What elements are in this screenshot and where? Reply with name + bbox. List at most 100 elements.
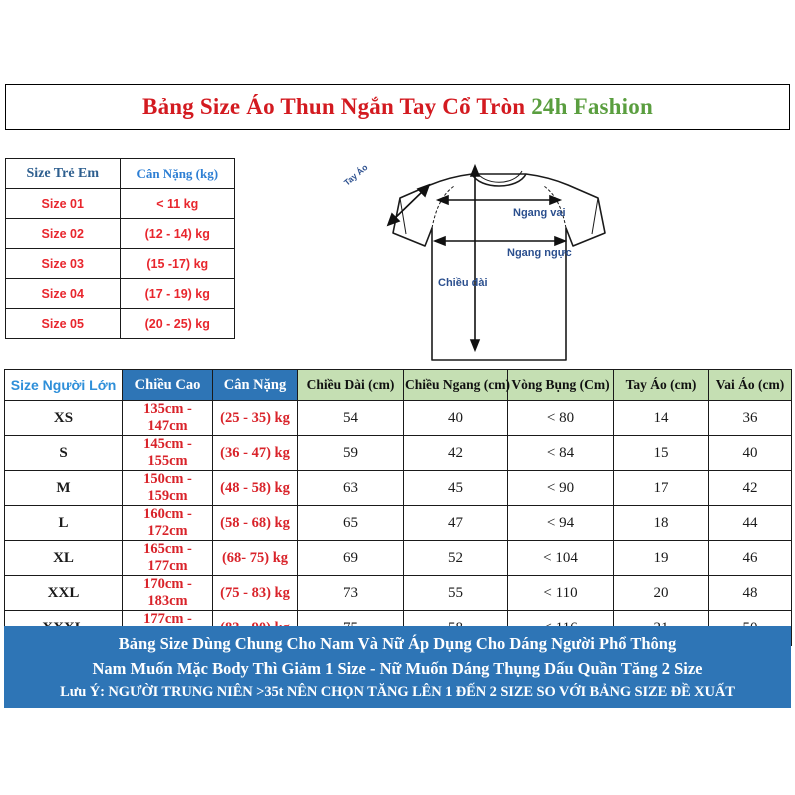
title-brand-text: 24h Fashion — [531, 94, 653, 119]
adult-sleeve-value: 19 — [613, 540, 709, 576]
adult-sleeve-value: 20 — [613, 575, 709, 611]
kids-size-value: Size 01 — [5, 188, 121, 219]
adult-belly-value: < 84 — [507, 435, 614, 471]
adult-shoulder-value: 48 — [708, 575, 792, 611]
adult-width-value: 47 — [403, 505, 508, 541]
adult-shoulder-value: 40 — [708, 435, 792, 471]
table-row: Size 05 (20 - 25) kg — [5, 308, 235, 339]
tshirt-icon: Tay Áo Ngang vai Ngang ngực Chiều dài — [342, 162, 606, 361]
adult-sleeve-value: 15 — [613, 435, 709, 471]
kids-weight-value: (20 - 25) kg — [119, 308, 235, 339]
adult-width-value: 42 — [403, 435, 508, 471]
adult-table-header: Size Người Lớn Chiều Cao Cân Nặng Chiều … — [4, 369, 792, 401]
adult-shoulder-value: 42 — [708, 470, 792, 506]
adult-header-size: Size Người Lớn — [4, 369, 123, 401]
adult-weight-value: (36 - 47) kg — [212, 435, 298, 471]
footer-note-banner: Bảng Size Dùng Chung Cho Nam Và Nữ Áp Dụ… — [4, 626, 791, 708]
table-row: Size 03 (15 -17) kg — [5, 248, 235, 279]
kids-size-table: Size Trẻ Em Cân Nặng (kg) Size 01 < 11 k… — [5, 158, 235, 339]
adult-header-shoulder: Vai Áo (cm) — [708, 369, 792, 401]
adult-height-value: 165cm - 177cm — [122, 540, 213, 576]
kids-size-value: Size 02 — [5, 218, 121, 249]
adult-header-height: Chiều Cao — [122, 369, 213, 401]
kids-weight-value: < 11 kg — [119, 188, 235, 219]
adult-sleeve-value: 17 — [613, 470, 709, 506]
adult-width-value: 55 — [403, 575, 508, 611]
footer-line-2: Nam Muốn Mặc Body Thì Giảm 1 Size - Nữ M… — [92, 658, 703, 678]
adult-weight-value: (75 - 83) kg — [212, 575, 298, 611]
diagram-label-sleeve: Tay Áo — [342, 162, 370, 187]
adult-size-value: XL — [4, 540, 123, 576]
diagram-label-shoulder: Ngang vai — [513, 207, 566, 219]
tshirt-measurement-diagram: Tay Áo Ngang vai Ngang ngực Chiều dài — [330, 138, 670, 363]
adult-length-value: 59 — [297, 435, 404, 471]
table-row: Size 02 (12 - 14) kg — [5, 218, 235, 249]
adult-weight-value: (48 - 58) kg — [212, 470, 298, 506]
adult-size-table: Size Người Lớn Chiều Cao Cân Nặng Chiều … — [4, 369, 792, 646]
kids-size-value: Size 05 — [5, 308, 121, 339]
adult-size-value: XS — [4, 400, 123, 436]
adult-length-value: 73 — [297, 575, 404, 611]
adult-length-value: 63 — [297, 470, 404, 506]
adult-width-value: 40 — [403, 400, 508, 436]
kids-header-weight: Cân Nặng (kg) — [119, 158, 235, 189]
adult-header-belly: Vòng Bụng (Cm) — [507, 369, 614, 401]
kids-table-header-row: Size Trẻ Em Cân Nặng (kg) — [5, 158, 235, 189]
table-row: L 160cm - 172cm (58 - 68) kg 65 47 < 94 … — [4, 505, 792, 541]
adult-shoulder-value: 44 — [708, 505, 792, 541]
adult-belly-value: < 104 — [507, 540, 614, 576]
table-row: Size 04 (17 - 19) kg — [5, 278, 235, 309]
adult-height-value: 150cm - 159cm — [122, 470, 213, 506]
page-title: Bảng Size Áo Thun Ngắn Tay Cổ Tròn 24h F… — [142, 94, 653, 120]
adult-weight-value: (68- 75) kg — [212, 540, 298, 576]
adult-table-body: XS 135cm - 147cm (25 - 35) kg 54 40 < 80… — [4, 400, 792, 646]
kids-weight-value: (12 - 14) kg — [119, 218, 235, 249]
table-row: Size 01 < 11 kg — [5, 188, 235, 219]
kids-size-value: Size 03 — [5, 248, 121, 279]
title-main-text: Bảng Size Áo Thun Ngắn Tay Cổ Tròn — [142, 94, 526, 119]
adult-shoulder-value: 46 — [708, 540, 792, 576]
footer-line-3: Lưu Ý: NGƯỜI TRUNG NIÊN >35t NÊN CHỌN TĂ… — [60, 684, 735, 701]
adult-width-value: 52 — [403, 540, 508, 576]
kids-size-value: Size 04 — [5, 278, 121, 309]
kids-table-body: Size Trẻ Em Cân Nặng (kg) Size 01 < 11 k… — [5, 158, 235, 339]
kids-weight-value: (15 -17) kg — [119, 248, 235, 279]
adult-height-value: 170cm - 183cm — [122, 575, 213, 611]
table-row: S 145cm - 155cm (36 - 47) kg 59 42 < 84 … — [4, 435, 792, 471]
adult-length-value: 69 — [297, 540, 404, 576]
kids-weight-value: (17 - 19) kg — [119, 278, 235, 309]
table-row: XXL 170cm - 183cm (75 - 83) kg 73 55 < 1… — [4, 575, 792, 611]
adult-size-value: M — [4, 470, 123, 506]
adult-sleeve-value: 14 — [613, 400, 709, 436]
adult-weight-value: (58 - 68) kg — [212, 505, 298, 541]
adult-length-value: 54 — [297, 400, 404, 436]
adult-header-weight: Cân Nặng — [212, 369, 298, 401]
adult-belly-value: < 90 — [507, 470, 614, 506]
table-row: XL 165cm - 177cm (68- 75) kg 69 52 < 104… — [4, 540, 792, 576]
adult-header-width: Chiều Ngang (cm) — [403, 369, 510, 401]
title-banner: Bảng Size Áo Thun Ngắn Tay Cổ Tròn 24h F… — [5, 84, 790, 130]
adult-size-value: S — [4, 435, 123, 471]
adult-header-sleeve: Tay Áo (cm) — [613, 369, 709, 401]
table-row: M 150cm - 159cm (48 - 58) kg 63 45 < 90 … — [4, 470, 792, 506]
adult-width-value: 45 — [403, 470, 508, 506]
adult-height-value: 135cm - 147cm — [122, 400, 213, 436]
table-row: XS 135cm - 147cm (25 - 35) kg 54 40 < 80… — [4, 400, 792, 436]
adult-size-value: L — [4, 505, 123, 541]
adult-belly-value: < 94 — [507, 505, 614, 541]
adult-height-value: 145cm - 155cm — [122, 435, 213, 471]
adult-table-header-row: Size Người Lớn Chiều Cao Cân Nặng Chiều … — [4, 369, 792, 401]
diagram-label-length: Chiều dài — [438, 277, 488, 289]
adult-header-length: Chiều Dài (cm) — [297, 369, 404, 401]
adult-sleeve-value: 18 — [613, 505, 709, 541]
adult-shoulder-value: 36 — [708, 400, 792, 436]
adult-length-value: 65 — [297, 505, 404, 541]
adult-belly-value: < 110 — [507, 575, 614, 611]
adult-size-value: XXL — [4, 575, 123, 611]
kids-header-size: Size Trẻ Em — [5, 158, 121, 189]
adult-belly-value: < 80 — [507, 400, 614, 436]
adult-weight-value: (25 - 35) kg — [212, 400, 298, 436]
adult-height-value: 160cm - 172cm — [122, 505, 213, 541]
footer-line-1: Bảng Size Dùng Chung Cho Nam Và Nữ Áp Dụ… — [118, 633, 677, 653]
diagram-label-chest: Ngang ngực — [507, 247, 572, 259]
